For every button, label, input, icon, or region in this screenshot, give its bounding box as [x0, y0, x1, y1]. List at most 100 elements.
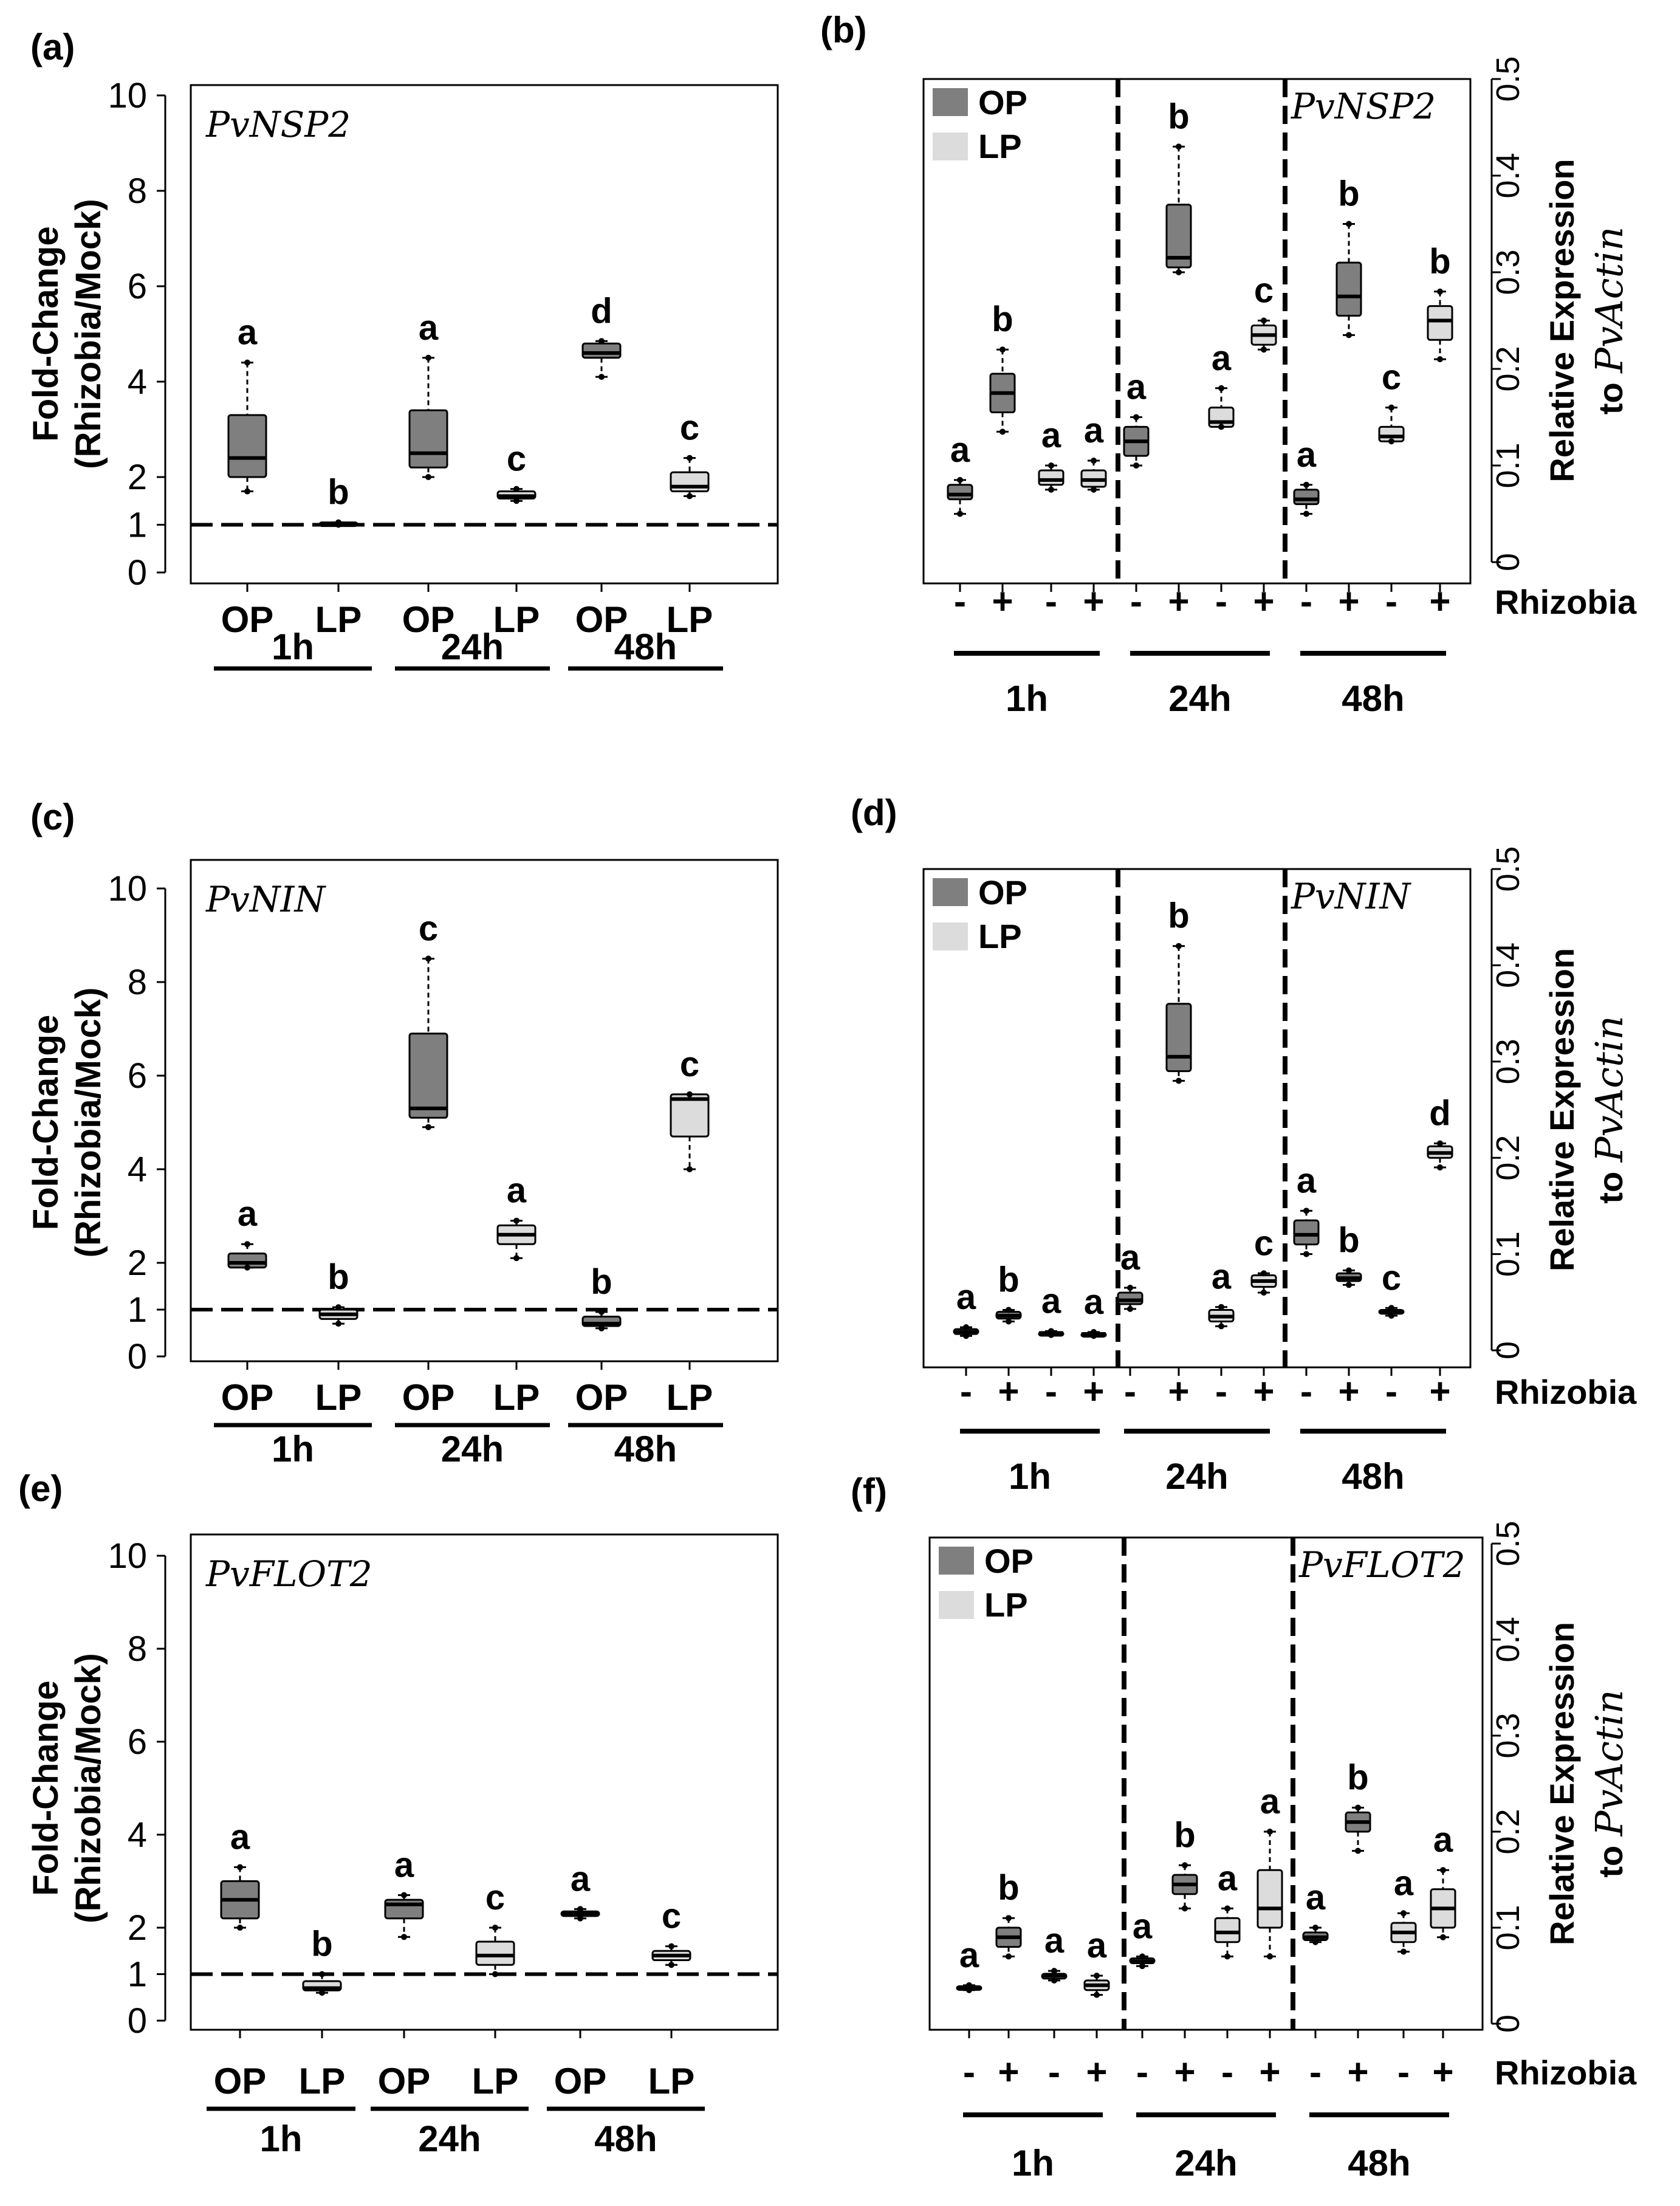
significance-letter: b [1429, 242, 1450, 281]
box-5-point-low [668, 1962, 674, 1968]
significance-letter: c [1254, 1223, 1274, 1263]
significance-letter: a [1212, 338, 1232, 378]
x-tick-label: - [1221, 2052, 1233, 2092]
significance-letter: b [1168, 97, 1189, 136]
box-11-point-high [1437, 1140, 1443, 1147]
significance-letter: a [1297, 435, 1317, 475]
y-tick-label: 4 [128, 1815, 147, 1855]
box-0-point-low [237, 1925, 243, 1931]
box-1-point-low [1006, 1318, 1012, 1325]
box-2-point-high [401, 1892, 407, 1898]
gene-label: PvFLOT2 [1298, 1544, 1466, 1586]
significance-letter: a [419, 308, 439, 348]
box-3-point-high [1094, 1973, 1100, 1979]
group-label: 48h [614, 1429, 677, 1469]
box-10-point-low [1388, 438, 1394, 445]
group-label: 1h [1006, 678, 1048, 719]
plot-frame [922, 78, 1472, 585]
significance-letter: a [1306, 1878, 1326, 1917]
box-4-point-low [1127, 1305, 1133, 1312]
box-2-point-high [425, 955, 431, 962]
legend-label-lp: LP [978, 127, 1022, 165]
y-tick-label: 0.2 [1490, 346, 1526, 391]
plot-frame [190, 859, 779, 1362]
y-axis-label-sub: (Rhizobia/Mock) [69, 1653, 108, 1923]
significance-letter: a [1120, 1238, 1140, 1277]
box-5-point-high [1176, 943, 1182, 949]
legend-swatch-op [933, 88, 968, 116]
box-11-point-high [1440, 1867, 1446, 1874]
box-2-point-low [1048, 486, 1054, 493]
y-axis-label-gene: PvActin [1587, 1689, 1631, 1837]
y-tick-label: 0 [128, 2001, 147, 2041]
box-7-point-low [1261, 1289, 1267, 1296]
x-tick-label: - [1124, 1371, 1136, 1412]
box-2-point-low [401, 1934, 407, 1940]
y-axis-label: Fold-Change [26, 1015, 66, 1230]
box-5-point-high [1176, 143, 1182, 150]
y-tick-label: 10 [108, 1536, 147, 1576]
box-6-point-low [1218, 1323, 1224, 1330]
box-8-point-high [1312, 1925, 1318, 1931]
significance-letter: a [1133, 1906, 1153, 1946]
y-tick-label: 2 [128, 458, 147, 497]
y-tick-label: 0.4 [1490, 153, 1526, 198]
x-tick-label: OP [214, 2061, 267, 2101]
box-2-point-low [1048, 1332, 1054, 1338]
y-tick-label: 1 [128, 506, 147, 545]
box-0-point-high [237, 1864, 243, 1871]
box-5-box [1165, 204, 1192, 269]
group-label: 24h [1165, 1456, 1228, 1497]
x-tick-label: + [1259, 2052, 1280, 2092]
box-4-point-low [598, 1325, 605, 1332]
group-label: 1h [1009, 1456, 1051, 1497]
x-tick-label: LP [667, 1377, 713, 1418]
y-tick-label: 0.5 [1490, 846, 1526, 892]
x-tick-label: + [1083, 1371, 1104, 1412]
box-1-point-high [1006, 1915, 1012, 1922]
x-tick-label: - [1385, 581, 1397, 622]
y-axis-label-prefix: to [1591, 1162, 1630, 1203]
y-axis-label-sub: (Rhizobia/Mock) [69, 199, 108, 469]
y-tick-label: 0.3 [1490, 1039, 1526, 1084]
x-tick-label: + [1168, 1371, 1189, 1412]
box-9-point-low [1355, 1847, 1361, 1854]
y-tick-label: 0 [128, 553, 147, 593]
x-tick-label: - [1130, 581, 1142, 622]
x-tick-label: - [1309, 2052, 1322, 2092]
box-2-point-high [1051, 1968, 1057, 1974]
box-0-point-high [244, 359, 250, 366]
box-4-point-low [1139, 1963, 1145, 1970]
y-tick-label: 0.1 [1490, 442, 1526, 488]
x-tick-label: + [1253, 1371, 1274, 1412]
box-7-point-low [1261, 346, 1267, 353]
significance-letter: a [1084, 411, 1104, 450]
x-tick-label: - [1045, 1371, 1057, 1412]
box-0-point-low [244, 488, 250, 495]
box-6-box [1214, 1917, 1241, 1943]
y-axis-label-prefix: to [1591, 1836, 1630, 1877]
significance-letter: b [992, 300, 1013, 339]
y-tick-label: 0 [1490, 1341, 1526, 1359]
x-tick-label: OP [554, 2061, 607, 2101]
box-2-point-low [1051, 1977, 1057, 1984]
box-5-point-high [1182, 1862, 1188, 1869]
x-tick-label: + [1338, 1371, 1359, 1412]
x-tick-label: + [992, 581, 1013, 622]
box-2-point-low [425, 1124, 431, 1130]
box-7-point-low [1267, 1953, 1273, 1960]
box-3-point-low [1091, 486, 1097, 493]
y-tick-label: 6 [128, 1056, 147, 1096]
y-tick-label: 8 [128, 963, 147, 1002]
box-1-point-low [1006, 1953, 1012, 1960]
box-11-point-high [1437, 288, 1443, 295]
box-0-point-low [966, 1987, 972, 1993]
legend-label-op: OP [978, 873, 1027, 912]
x-tick-label: + [1086, 2052, 1107, 2092]
y-tick-label: 0 [128, 1337, 147, 1376]
box-2-point-high [425, 354, 431, 361]
